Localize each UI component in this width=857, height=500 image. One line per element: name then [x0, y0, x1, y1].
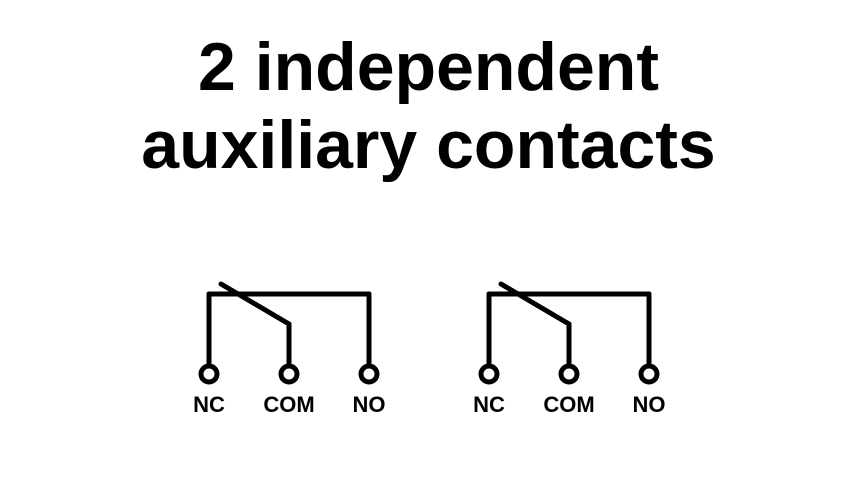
nc-terminal — [201, 366, 217, 382]
title-line-2: auxiliary contacts — [141, 107, 715, 183]
nc-label: NC — [473, 392, 505, 417]
diagram-row: NC COM NO NC COM NO — [0, 254, 857, 424]
nc-terminal — [481, 366, 497, 382]
switch-arm — [501, 284, 569, 324]
com-terminal — [561, 366, 577, 382]
switch-arm — [221, 284, 289, 324]
title: 2 independent auxiliary contacts — [0, 0, 857, 184]
no-terminal — [641, 366, 657, 382]
no-label: NO — [352, 392, 385, 417]
com-label: COM — [543, 392, 594, 417]
title-line-1: 2 independent — [198, 29, 659, 105]
contact-symbol-1: NC COM NO — [459, 254, 679, 424]
nc-label: NC — [193, 392, 225, 417]
no-terminal — [361, 366, 377, 382]
com-label: COM — [263, 392, 314, 417]
no-label: NO — [632, 392, 665, 417]
contact-symbol-0: NC COM NO — [179, 254, 399, 424]
com-terminal — [281, 366, 297, 382]
